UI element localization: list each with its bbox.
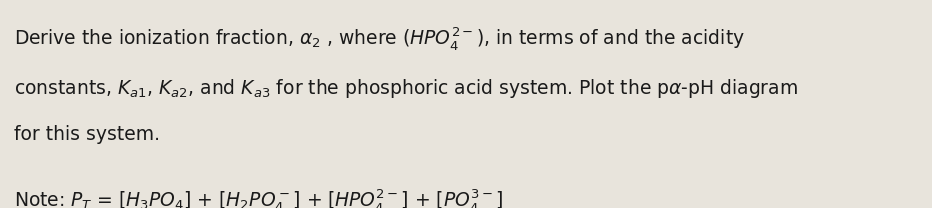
Text: Note: $P_T$ = $[H_3PO_4]$ + $[H_2PO_4^-]$ + $[HPO_4^{2-}]$ + $[PO_4^{3-}]$: Note: $P_T$ = $[H_3PO_4]$ + $[H_2PO_4^-]… bbox=[14, 187, 503, 208]
Text: constants, $K_{a1}$, $K_{a2}$, and $K_{a3}$ for the phosphoric acid system. Plot: constants, $K_{a1}$, $K_{a2}$, and $K_{a… bbox=[14, 77, 798, 100]
Text: Derive the ionization fraction, $\alpha_2$ , where ($HPO_4^{2-}$), in terms of a: Derive the ionization fraction, $\alpha_… bbox=[14, 25, 745, 52]
Text: for this system.: for this system. bbox=[14, 125, 160, 144]
